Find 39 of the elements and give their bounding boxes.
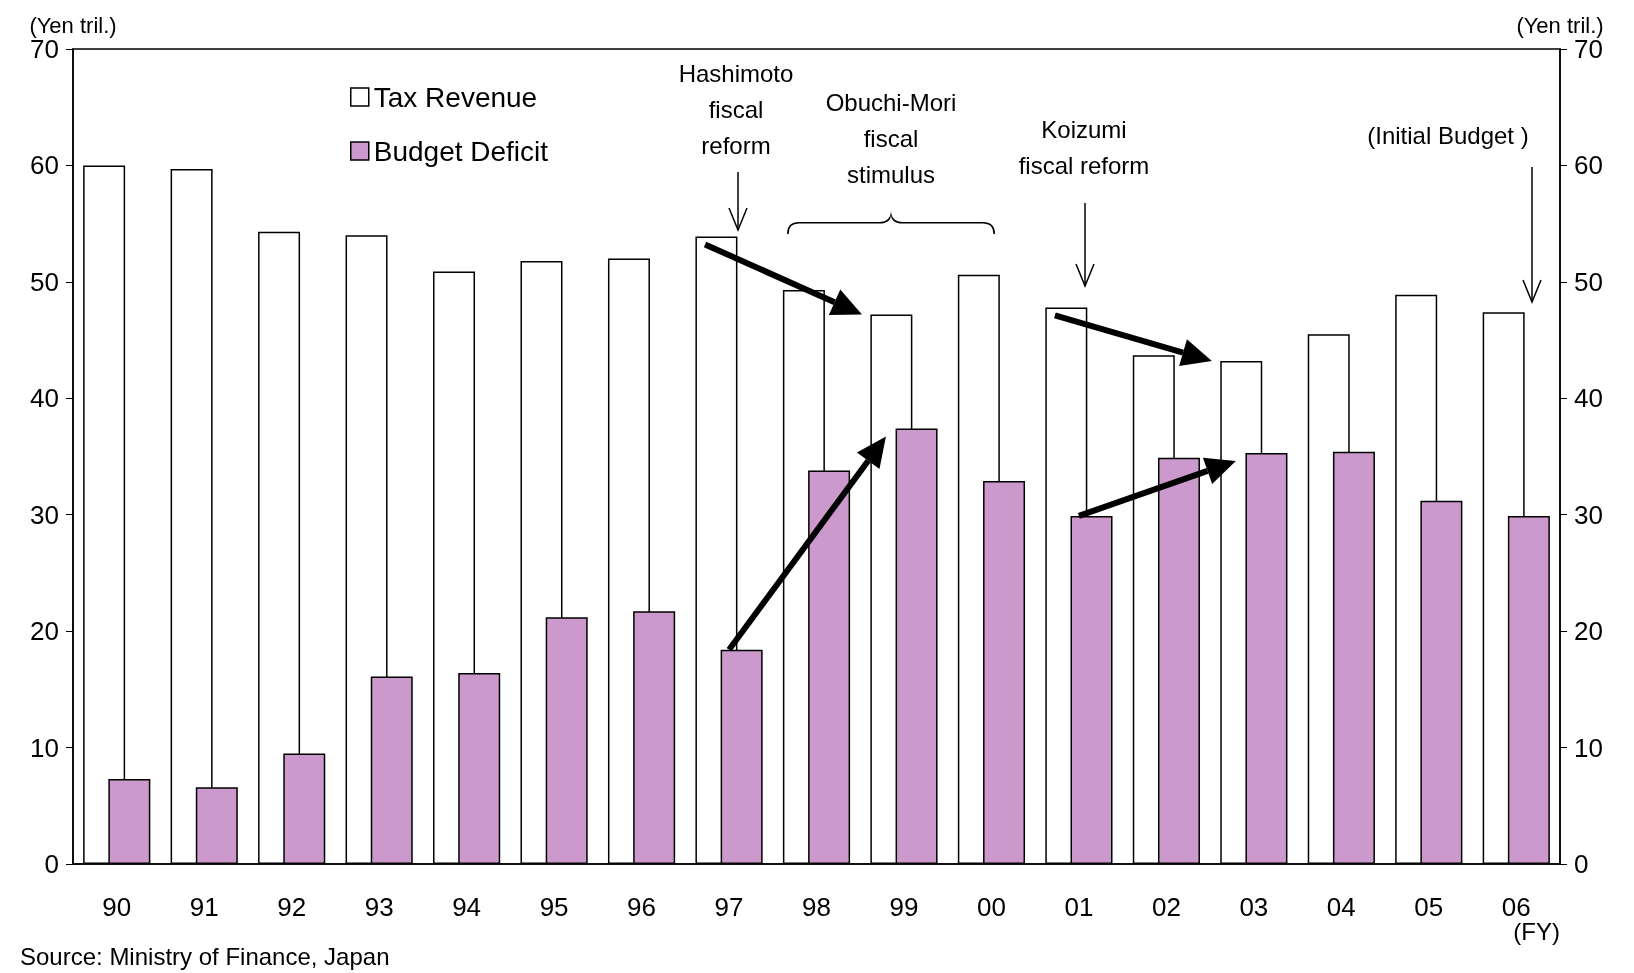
- legend-label: Budget Deficit: [373, 135, 549, 167]
- y-tick-label: 60: [30, 150, 59, 181]
- y2-tick-label: 60: [1574, 150, 1603, 181]
- annotation: Obuchi-Mori fiscal stimulus: [825, 89, 957, 188]
- annotation: Koizumi fiscal reform: [1018, 116, 1150, 179]
- annotation: Hashimoto fiscal reform: [678, 60, 794, 159]
- x-tick-label: 91: [189, 892, 219, 922]
- y-tick-label: 30: [30, 499, 59, 530]
- x-tick-label: 90: [102, 892, 132, 922]
- x-tick-label: 97: [714, 892, 744, 922]
- x-tick-label: 92: [277, 892, 307, 922]
- y-tick-label: 10: [30, 732, 59, 763]
- y-axis-title: (Yen tril.): [29, 12, 117, 38]
- y-tick-label: 40: [30, 383, 59, 414]
- x-tick-label: 05: [1414, 892, 1444, 922]
- y2-tick-label: 10: [1574, 732, 1603, 763]
- x-tick-label: 95: [539, 892, 569, 922]
- x-tick-label: 02: [1151, 892, 1181, 922]
- x-tick-label: 03: [1239, 892, 1269, 922]
- y2-axis-title: (Yen tril.): [1516, 12, 1604, 38]
- x-tick-label: 94: [452, 892, 482, 922]
- x-tick-label: 01: [1064, 892, 1094, 922]
- y-tick-label: 0: [44, 849, 59, 879]
- x-tick-label: 96: [627, 892, 657, 922]
- legend-label: Tax Revenue: [373, 81, 538, 113]
- source-note: Source: Ministry of Finance, Japan: [20, 943, 390, 970]
- x-tick-label: 04: [1326, 892, 1356, 922]
- x-tick-label: 93: [364, 892, 394, 922]
- x-tick-label: 00: [976, 892, 1006, 922]
- y2-tick-label: 0: [1574, 849, 1589, 879]
- y2-tick-label: 50: [1574, 266, 1603, 297]
- y2-tick-label: 30: [1574, 499, 1603, 530]
- y-tick-label: 50: [30, 266, 59, 297]
- y-tick-label: 20: [30, 616, 59, 647]
- y2-tick-label: 20: [1574, 616, 1603, 647]
- annotation: (Initial Budget ): [1367, 122, 1529, 149]
- y2-tick-label: 40: [1574, 383, 1603, 414]
- x-tick-label: 98: [802, 892, 831, 922]
- x-tick-label: 99: [889, 892, 919, 922]
